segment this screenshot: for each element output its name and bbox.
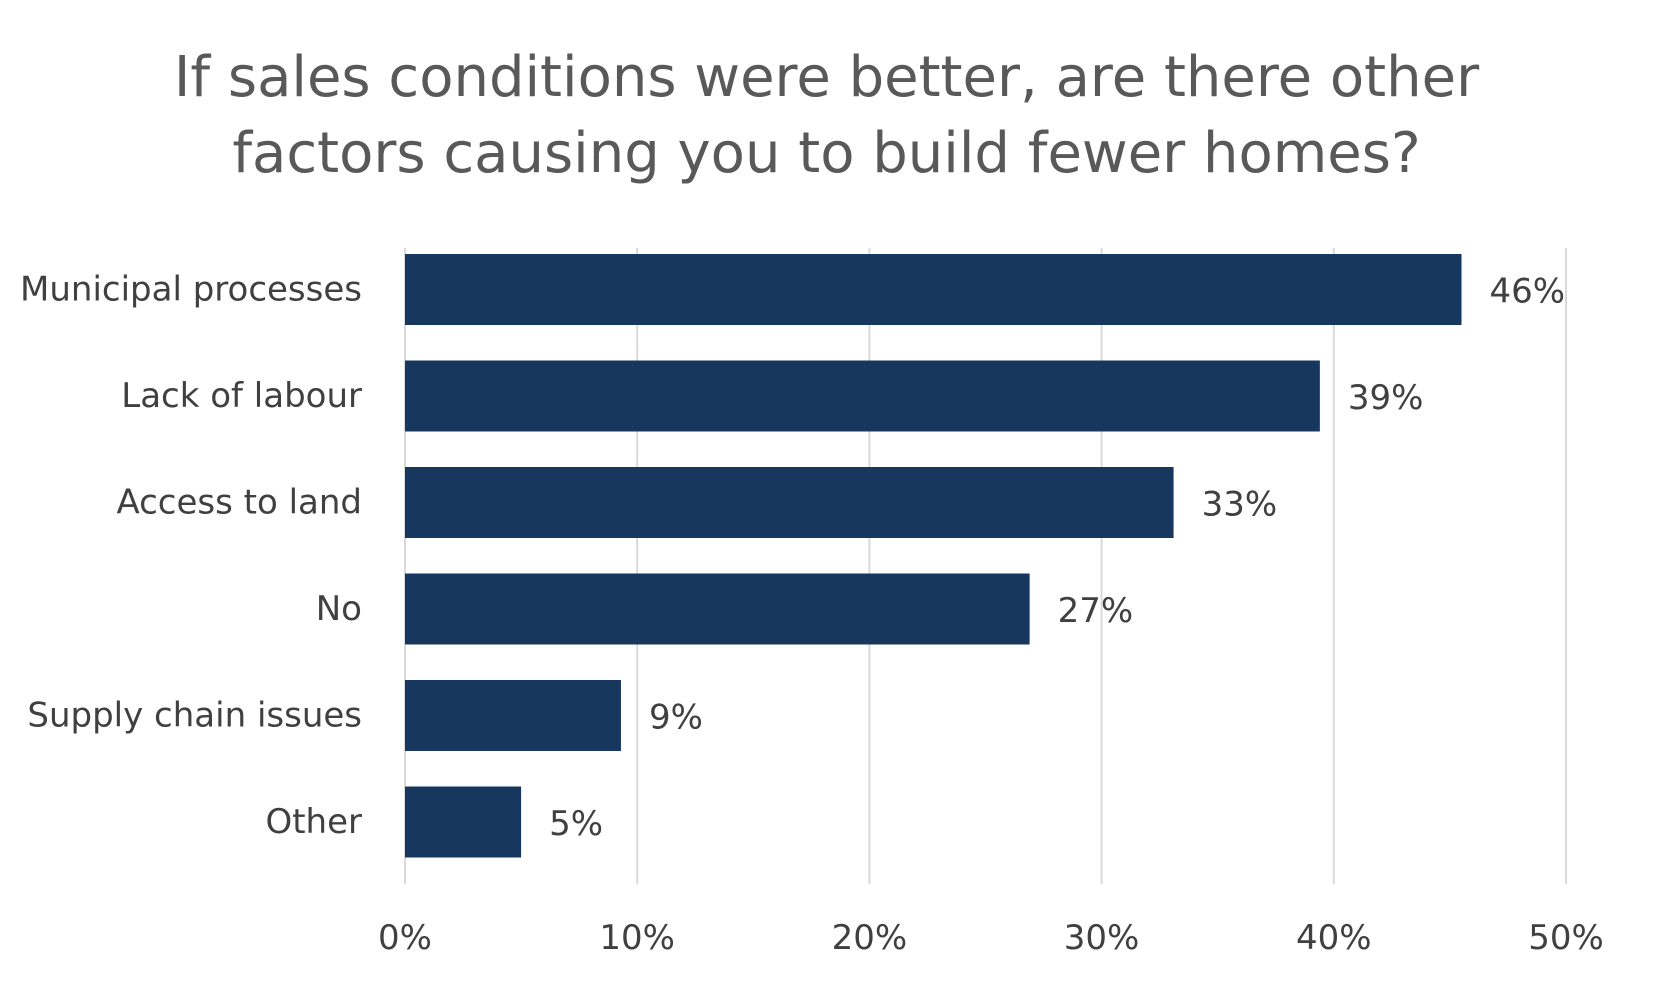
data-label: 9% (649, 698, 703, 738)
bar-access-to-land (405, 467, 1174, 538)
x-tick-label: 40% (1296, 918, 1372, 958)
category-label: Supply chain issues (27, 696, 362, 736)
category-label: Municipal processes (20, 270, 362, 310)
chart-title: If sales conditions were better, are the… (0, 40, 1653, 192)
data-label: 5% (549, 804, 603, 844)
x-tick-label: 10% (599, 918, 675, 958)
x-tick-label: 30% (1064, 918, 1140, 958)
category-label: Other (265, 802, 362, 842)
bar-no (405, 573, 1030, 645)
data-label: 46% (1490, 272, 1566, 312)
bar-lack-of-labour (405, 360, 1320, 432)
category-label: Access to land (116, 483, 362, 523)
chart-title-line-2: factors causing you to build fewer homes… (232, 121, 1421, 186)
chart-title-line-1: If sales conditions were better, are the… (173, 45, 1480, 110)
x-tick-label: 50% (1528, 918, 1604, 958)
bar-municipal-processes (405, 254, 1462, 325)
x-tick-label: 20% (832, 918, 908, 958)
category-label: Lack of labour (121, 376, 362, 416)
x-tick-label: 0% (378, 918, 432, 958)
data-label: 33% (1202, 485, 1278, 525)
data-label: 39% (1348, 378, 1424, 418)
bar-other (405, 786, 522, 858)
data-label: 27% (1058, 591, 1134, 631)
bar-supply-chain-issues (405, 680, 621, 751)
category-label: No (316, 589, 362, 629)
